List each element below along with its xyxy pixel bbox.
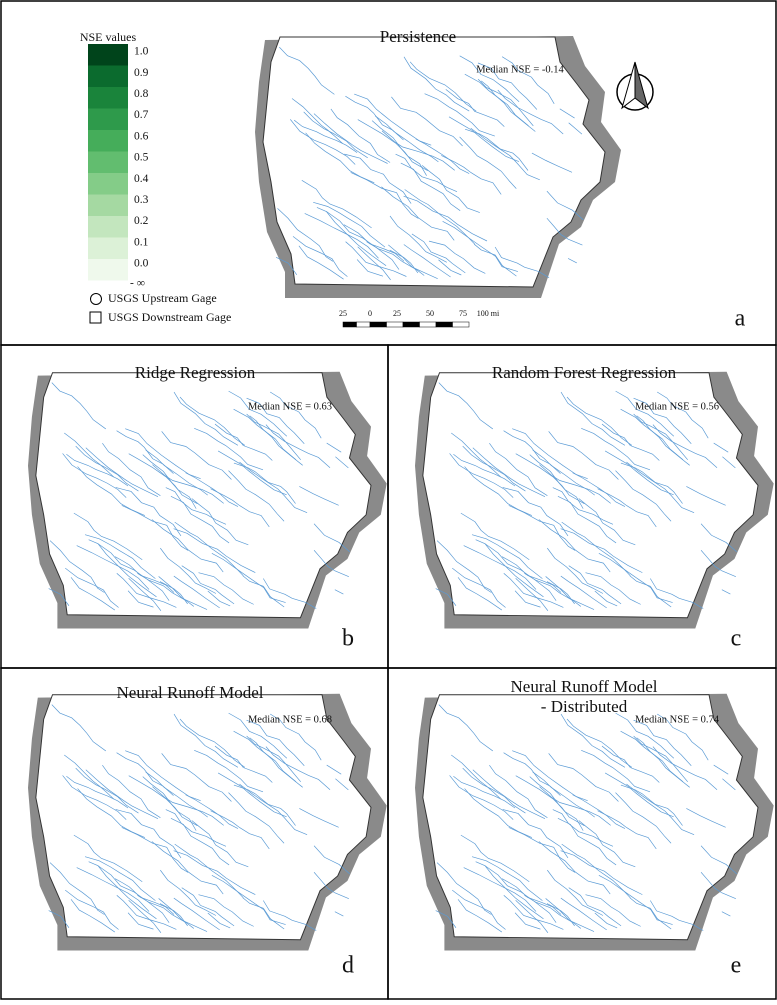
scale-label: 75	[459, 309, 467, 318]
legend-label: 1.0	[134, 46, 149, 58]
legend-label: 0.3	[134, 194, 149, 206]
state-map	[27, 693, 388, 951]
legend-label: 0.7	[134, 109, 149, 121]
panel-title: Random Forest Regression	[492, 363, 677, 382]
scale-label: 100 mi	[477, 309, 500, 318]
panel-letter: b	[342, 626, 354, 652]
legend-band	[88, 130, 128, 152]
median-nse: Median NSE = 0.68	[248, 714, 332, 725]
scale-segment	[452, 321, 470, 328]
legend-band	[88, 173, 128, 195]
scale-segment	[356, 321, 371, 328]
panel-title: Persistence	[380, 27, 456, 46]
scale-segment	[402, 321, 420, 328]
title-line: Neural Runoff Model	[511, 677, 658, 696]
scale-segment	[386, 321, 404, 328]
panel-letter: c	[731, 626, 742, 652]
upstream-symbol	[90, 293, 102, 305]
legend-label: 0.2	[134, 215, 149, 227]
scale-segment	[435, 321, 453, 328]
panel-letter: d	[342, 953, 354, 979]
scale-label: 0	[368, 309, 372, 318]
panel-letter: a	[735, 306, 746, 332]
panel-letter: e	[731, 953, 742, 979]
median-nse: Median NSE = 0.74	[635, 714, 720, 725]
panel-title: Neural Runoff Model - Distributed	[511, 677, 658, 716]
legend-label: - ∞	[130, 278, 145, 290]
legend-label: 0.8	[134, 88, 149, 100]
state-map	[27, 371, 388, 629]
legend-label: 0.9	[134, 67, 149, 79]
scale-segment	[419, 321, 437, 328]
north-arrow	[634, 61, 649, 110]
legend-label: 0.5	[134, 152, 149, 164]
legend-band	[88, 259, 128, 281]
median-nse: Median NSE = 0.56	[635, 401, 719, 412]
downstream-symbol	[89, 311, 102, 324]
legend-label: 0.1	[134, 236, 149, 248]
scale-label: 25	[339, 309, 347, 318]
panel-frame	[387, 667, 777, 1000]
title-line: - Distributed	[541, 697, 628, 716]
scale-segment	[342, 321, 357, 328]
legend-band	[88, 108, 128, 130]
legend-band	[88, 151, 128, 173]
legend-band	[88, 237, 128, 259]
legend-label: 0.0	[134, 258, 149, 270]
state-map	[414, 693, 775, 951]
legend-band	[88, 65, 128, 87]
median-nse: Median NSE = -0.14	[476, 64, 564, 75]
upstream-label: USGS Upstream Gage	[108, 291, 217, 305]
legend-label: 0.4	[134, 173, 149, 185]
panel-title: Ridge Regression	[135, 363, 256, 382]
legend-band	[88, 216, 128, 238]
panel-title: Neural Runoff Model	[117, 683, 264, 702]
scale-label: 50	[426, 309, 434, 318]
legend-band	[88, 194, 128, 216]
scale-segment	[369, 321, 387, 328]
north-arrow	[621, 61, 636, 110]
scale-label: 25	[393, 309, 401, 318]
downstream-label: USGS Downstream Gage	[108, 310, 231, 324]
legend-band	[88, 44, 128, 66]
median-nse: Median NSE = 0.63	[248, 401, 332, 412]
legend-title: NSE values	[80, 30, 137, 44]
state-map	[414, 371, 775, 629]
legend-band	[88, 87, 128, 109]
state-map	[254, 35, 622, 299]
legend-label: 0.6	[134, 130, 149, 142]
